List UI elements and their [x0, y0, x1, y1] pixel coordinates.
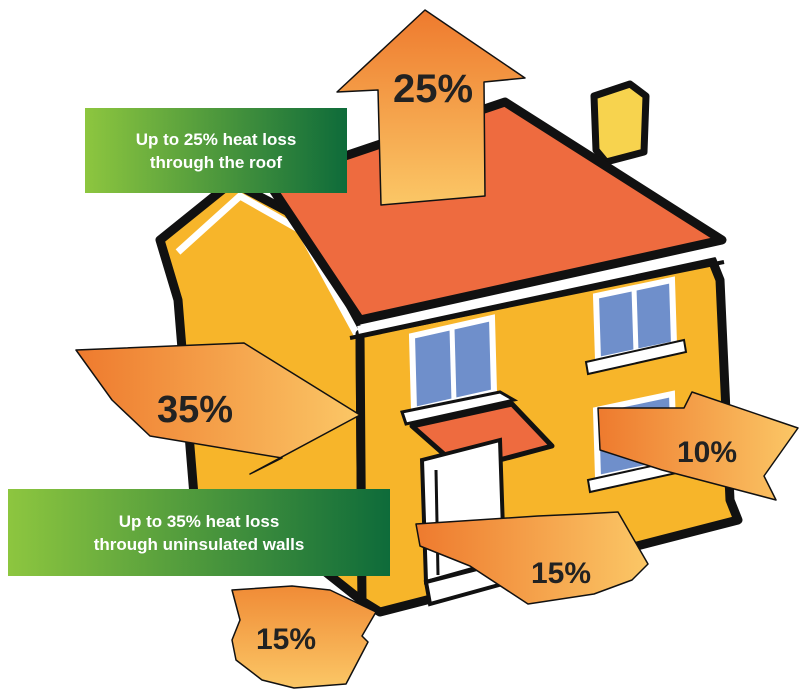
chimney — [590, 80, 650, 166]
roof-eave — [357, 248, 721, 334]
arrow-door: 15% — [415, 511, 649, 605]
callout-roof-background — [85, 108, 347, 193]
callout-walls-line1: Up to 35% heat loss — [118, 511, 280, 531]
arrow-floor-label: 15% — [256, 623, 316, 656]
arrow-roof: 25% — [336, 9, 526, 206]
arrow-windows: 10% — [597, 391, 799, 501]
arrow-roof-label: 25% — [393, 67, 473, 111]
arrow-walls: 35% — [75, 342, 361, 475]
callout-walls-line2: through uninsulated walls — [93, 534, 305, 554]
callout-walls: Up to 35% heat loss through uninsulated … — [8, 489, 390, 576]
callout-roof: Up to 25% heat loss through the roof — [85, 108, 347, 193]
arrow-walls-label: 35% — [157, 389, 233, 431]
arrow-door-label: 15% — [531, 557, 591, 590]
arrow-windows-label: 10% — [677, 436, 737, 469]
arrow-floor: 15% — [231, 585, 377, 689]
callout-roof-line1: Up to 25% heat loss — [135, 129, 297, 149]
callout-roof-line2: through the roof — [149, 152, 283, 172]
upper-left-window — [408, 314, 498, 414]
roof-eave-shadow — [349, 260, 725, 340]
upper-right-window — [584, 276, 688, 376]
gable-trim — [175, 191, 364, 342]
callout-walls-background — [8, 489, 390, 576]
